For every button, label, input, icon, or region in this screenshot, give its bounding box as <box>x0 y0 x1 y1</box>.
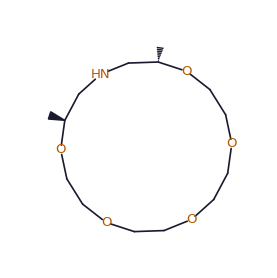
Polygon shape <box>48 112 65 120</box>
Text: O: O <box>227 137 237 150</box>
Text: O: O <box>186 213 197 226</box>
Text: HN: HN <box>91 68 111 81</box>
Text: O: O <box>181 65 192 78</box>
Text: O: O <box>101 216 111 229</box>
Text: O: O <box>55 143 66 156</box>
